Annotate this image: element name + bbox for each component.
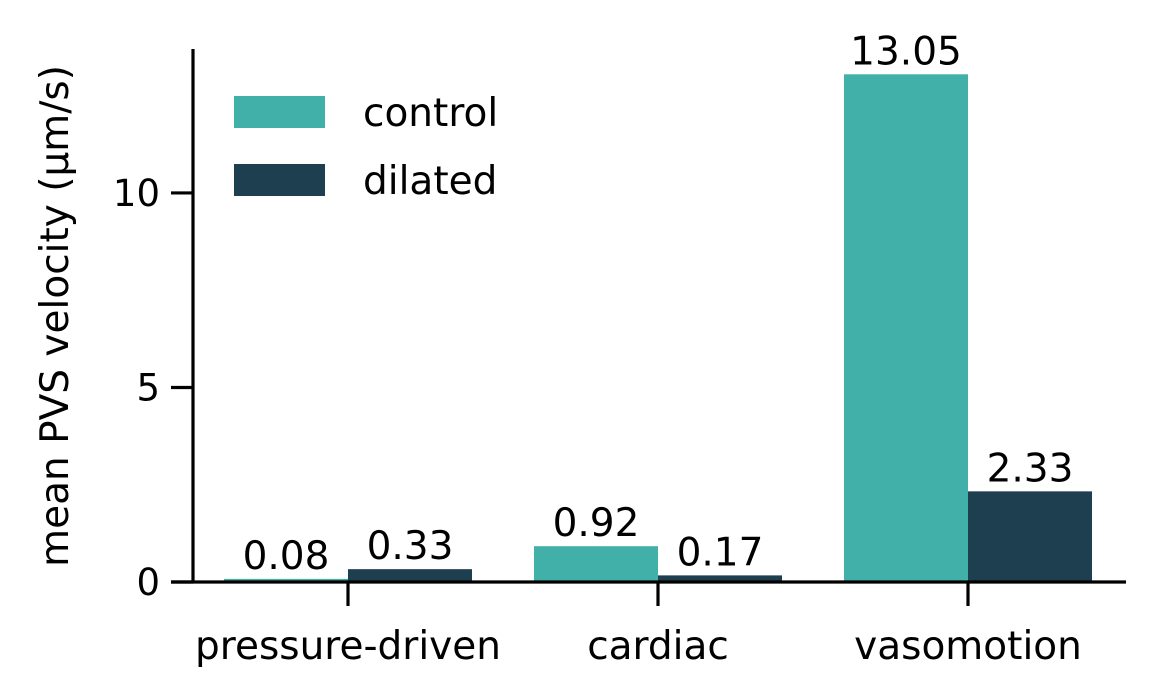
bar-control-cardiac — [534, 546, 658, 582]
legend-swatch-control — [234, 96, 325, 128]
bar-dilated-cardiac — [658, 575, 782, 582]
y-tick-label: 10 — [113, 172, 160, 215]
value-label-dilated-cardiac: 0.17 — [677, 530, 764, 575]
value-label-control-vasomotion: 13.05 — [850, 29, 962, 74]
legend-label-control: control — [363, 91, 498, 136]
value-label-control-pressure-driven: 0.08 — [243, 534, 330, 579]
bar-dilated-vasomotion — [968, 491, 1092, 582]
legend-swatch-dilated — [234, 164, 325, 196]
y-axis-title: mean PVS velocity (μm/s) — [33, 65, 78, 567]
value-label-dilated-pressure-driven: 0.33 — [367, 524, 454, 569]
x-tick-label-vasomotion: vasomotion — [854, 624, 1082, 669]
value-label-dilated-vasomotion: 2.33 — [987, 446, 1074, 491]
y-tick-label: 5 — [136, 366, 160, 409]
legend: control dilated — [234, 91, 498, 204]
y-tick-label: 0 — [136, 561, 160, 604]
x-ticks-layer: pressure-driven cardiac vasomotion — [195, 582, 1082, 669]
legend-label-dilated: dilated — [363, 159, 497, 204]
value-label-control-cardiac: 0.92 — [553, 501, 640, 546]
bar-control-vasomotion — [844, 74, 968, 582]
bars-layer — [224, 74, 1092, 582]
value-labels-layer: 0.08 0.92 13.05 0.33 0.17 2.33 — [243, 29, 1074, 579]
bar-dilated-pressure-driven — [348, 569, 472, 582]
y-ticks-layer: 0 5 10 — [113, 172, 193, 604]
x-tick-label-pressure-driven: pressure-driven — [195, 624, 501, 669]
x-tick-label-cardiac: cardiac — [587, 624, 729, 669]
